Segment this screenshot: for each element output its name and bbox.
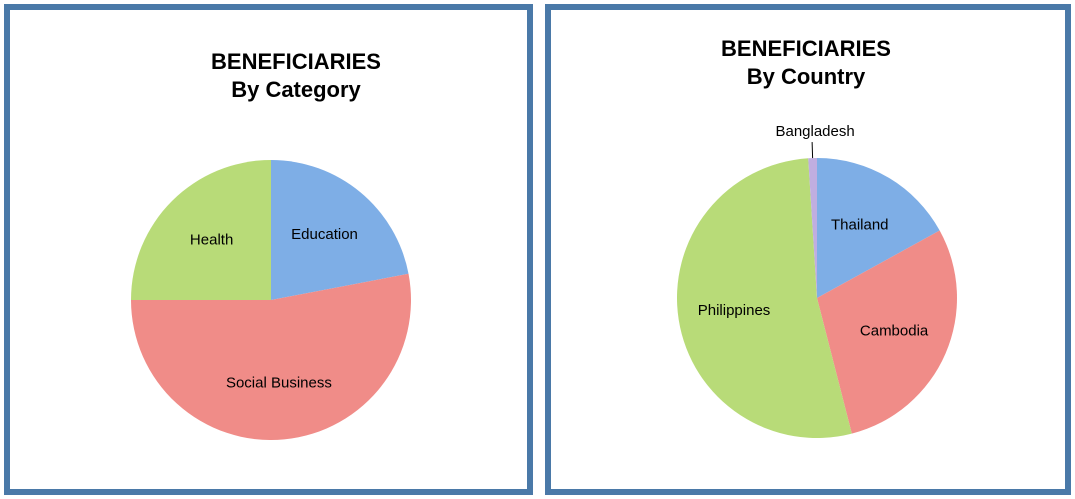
chart-title: By Category (231, 77, 361, 102)
slice-label: Bangladesh (775, 123, 854, 140)
pie-slice (817, 230, 958, 434)
pie-slice (677, 158, 852, 439)
slice-label: Philippines (698, 302, 771, 319)
leader-line (811, 142, 814, 159)
pie-slice (817, 158, 940, 298)
chart-title: BENEFICIARIES (721, 36, 891, 61)
slice-label: Education (291, 226, 358, 243)
slice-label: Social Business (226, 375, 332, 392)
pie-slice (131, 160, 271, 300)
chart-title: BENEFICIARIES (211, 49, 381, 74)
pie-slice (131, 273, 411, 441)
chart-title: By Country (747, 64, 866, 89)
slice-label: Thailand (831, 217, 889, 234)
pie-slice (271, 160, 409, 300)
slice-label: Health (190, 232, 233, 249)
pie-slice (808, 158, 817, 298)
slice-label: Cambodia (860, 322, 929, 339)
